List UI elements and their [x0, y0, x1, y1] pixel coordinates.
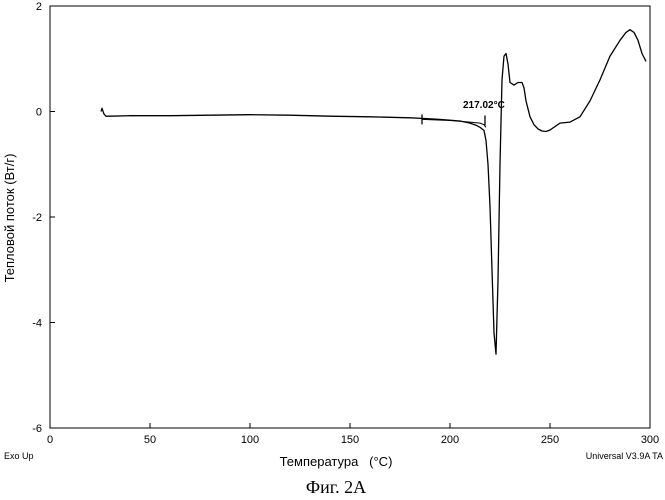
y-tick-label: -4 — [32, 318, 42, 330]
figure-caption: Фиг. 2А — [306, 477, 366, 497]
data-series — [101, 30, 646, 354]
x-tick-label: 50 — [144, 434, 156, 446]
heat-flow-curve — [101, 30, 646, 354]
axis-ticks: 0 50 100 150 200 250 300 2 0 -2 -4 -6 — [32, 1, 659, 446]
x-axis-label: Температура (°C) — [280, 454, 393, 469]
plot-frame — [50, 6, 650, 428]
exo-up-label: Exo Up — [4, 451, 34, 461]
x-tick-label: 0 — [47, 434, 53, 446]
y-tick-label: 2 — [36, 1, 42, 13]
y-tick-label: 0 — [36, 107, 42, 119]
onset-temperature-annotation: 217.02°C — [463, 100, 505, 111]
x-tick-label: 150 — [341, 434, 359, 446]
y-tick-label: -6 — [32, 423, 42, 435]
x-tick-label: 100 — [241, 434, 259, 446]
y-tick-label: -2 — [32, 212, 42, 224]
x-tick-label: 300 — [641, 434, 659, 446]
x-tick-label: 250 — [541, 434, 559, 446]
y-axis-label: Тепловой поток (Вт/г) — [2, 154, 17, 283]
x-tick-label: 200 — [441, 434, 459, 446]
software-version-label: Universal V3.9A TA — [586, 451, 663, 461]
